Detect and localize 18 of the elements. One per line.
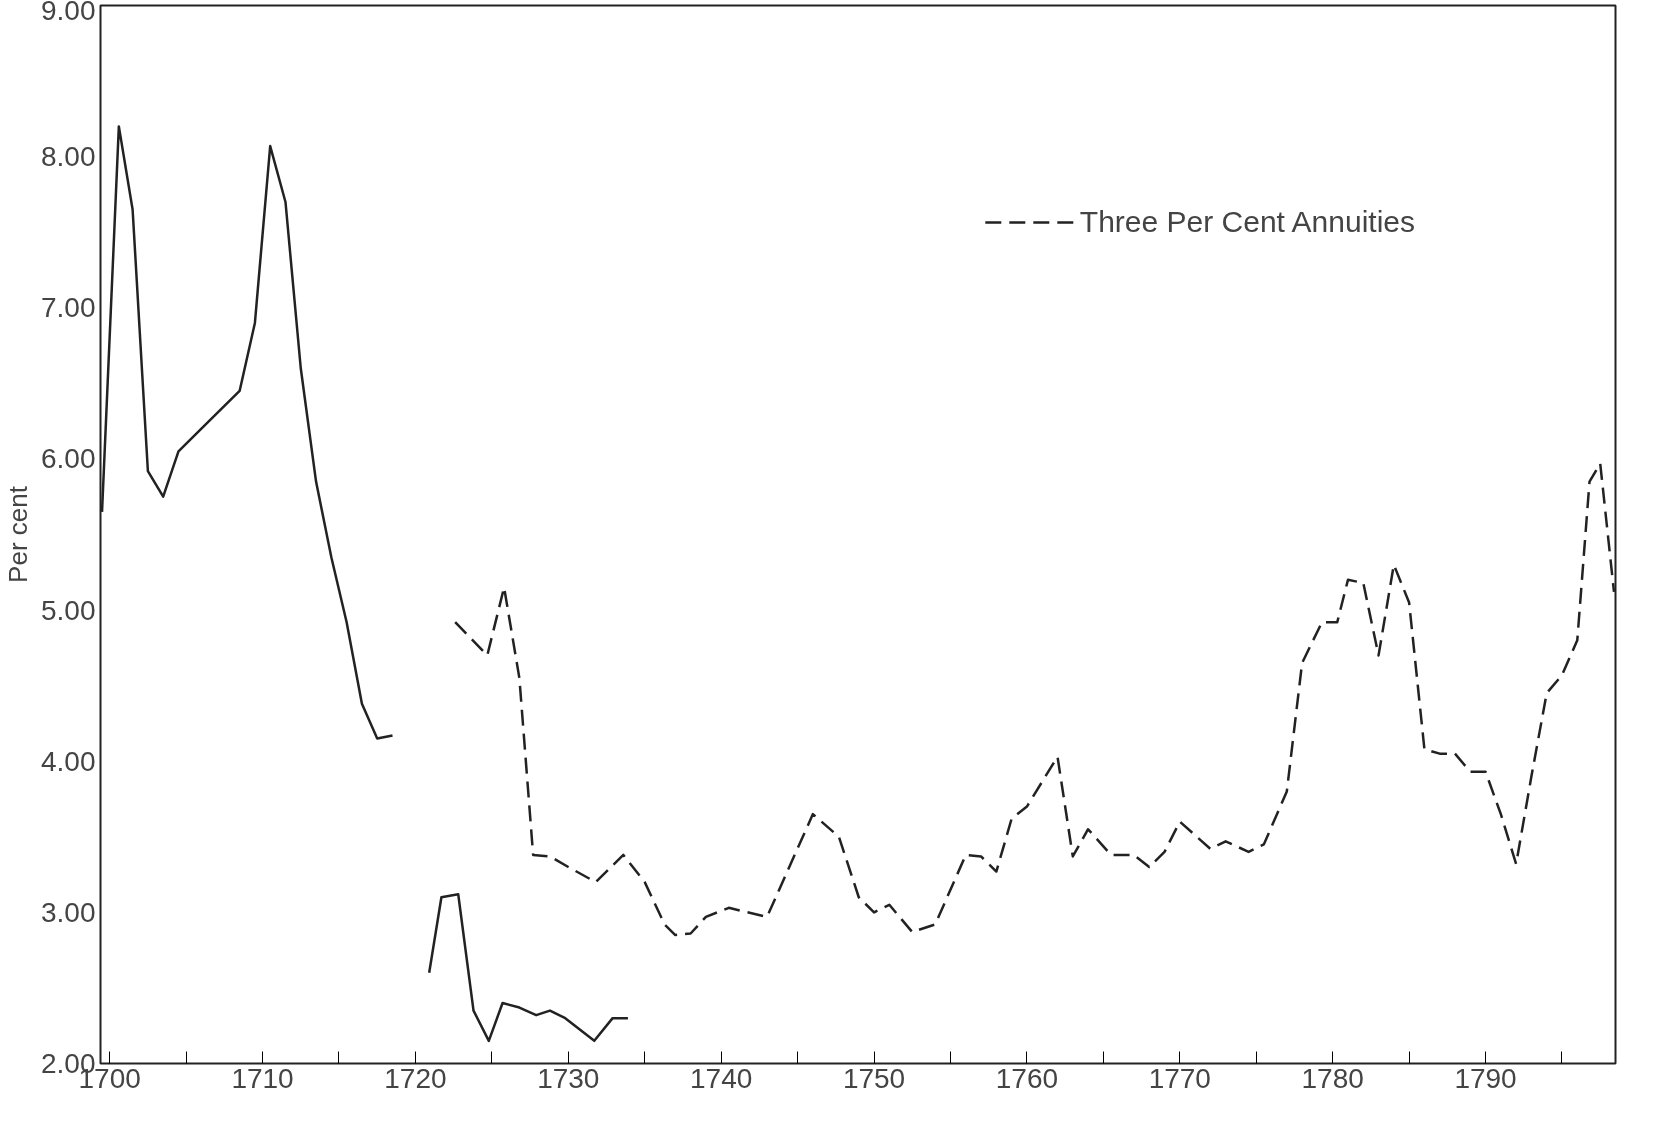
x-tick-label: 1750 — [842, 1062, 906, 1094]
x-tick-label: 1760 — [995, 1062, 1059, 1094]
y-tick-label: 9.00 — [41, 0, 96, 26]
y-tick-label: 6.00 — [41, 443, 96, 475]
x-tick-label: 1790 — [1454, 1062, 1517, 1094]
x-tick-label: 1730 — [537, 1062, 600, 1094]
x-tick-label: 1780 — [1301, 1062, 1364, 1094]
x-tick-label: 1720 — [384, 1062, 447, 1094]
legend-label: Three Per Cent Annuities — [1079, 205, 1415, 239]
y-axis-title: Per cent — [3, 485, 33, 583]
x-tick-label: 1770 — [1148, 1062, 1211, 1094]
x-tick-label: 1740 — [690, 1062, 753, 1094]
x-tick-label: 1710 — [231, 1062, 294, 1094]
y-tick-label: 8.00 — [41, 141, 96, 173]
y-tick-label: 7.00 — [41, 292, 96, 324]
y-tick-label: 5.00 — [41, 594, 96, 626]
y-tick-label: 3.00 — [41, 896, 96, 928]
y-tick-label: 4.00 — [41, 745, 96, 777]
